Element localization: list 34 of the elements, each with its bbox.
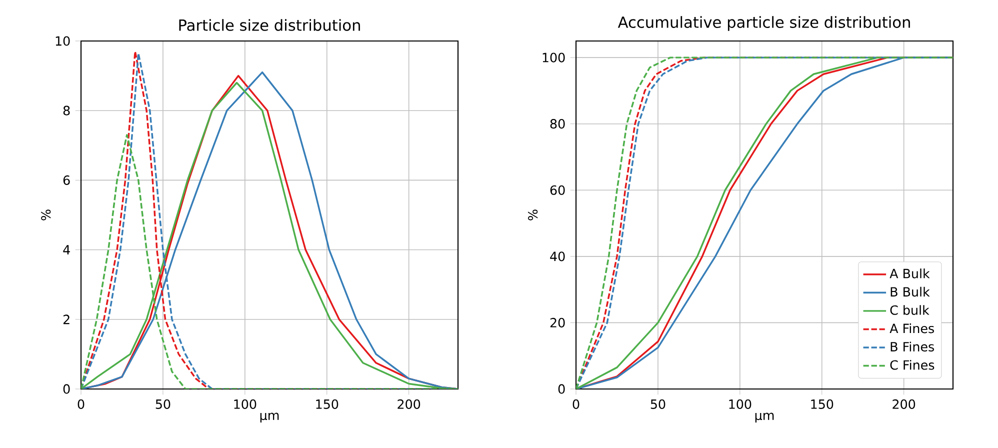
y-axis-title: %: [41, 210, 51, 220]
x-tick-label: 150: [811, 399, 834, 409]
x-tick-label: 150: [316, 399, 338, 409]
legend-label: A Bulk: [890, 268, 930, 278]
x-tick-label: 0: [78, 399, 84, 409]
legend-label: B Bulk: [890, 286, 930, 297]
x-axis-title: µm: [260, 412, 279, 423]
legend-label: C bulk: [890, 305, 930, 315]
y-tick-label: 8: [63, 106, 70, 116]
y-tick-label: 2: [63, 314, 70, 324]
y-axis-title: %: [528, 210, 538, 220]
y-tick-label: 10: [56, 36, 70, 46]
y-tick-label: 20: [550, 318, 565, 328]
legend-label: C Fines: [890, 360, 934, 370]
y-tick-label: 0: [558, 384, 565, 394]
x-tick-label: 50: [650, 399, 666, 409]
x-tick-label: 50: [156, 399, 170, 409]
legend-label: A Fines: [890, 323, 934, 334]
x-tick-label: 200: [398, 399, 420, 409]
chart-title: Accumulative particle size distribution: [618, 16, 910, 31]
y-tick-label: 80: [550, 119, 565, 129]
y-tick-label: 40: [550, 252, 565, 262]
y-tick-label: 0: [63, 384, 70, 394]
x-tick-label: 100: [234, 399, 256, 409]
y-tick-label: 6: [63, 175, 70, 185]
x-axis-title: µm: [755, 412, 774, 423]
y-tick-label: 100: [542, 52, 565, 62]
y-tick-label: 60: [550, 185, 565, 195]
chart-title: Particle size distribution: [179, 19, 360, 31]
x-tick-label: 200: [892, 399, 916, 409]
x-tick-label: 100: [729, 399, 752, 409]
legend-label: B Fines: [890, 342, 934, 352]
y-tick-label: 4: [63, 245, 70, 254]
x-tick-label: 0: [572, 399, 580, 409]
